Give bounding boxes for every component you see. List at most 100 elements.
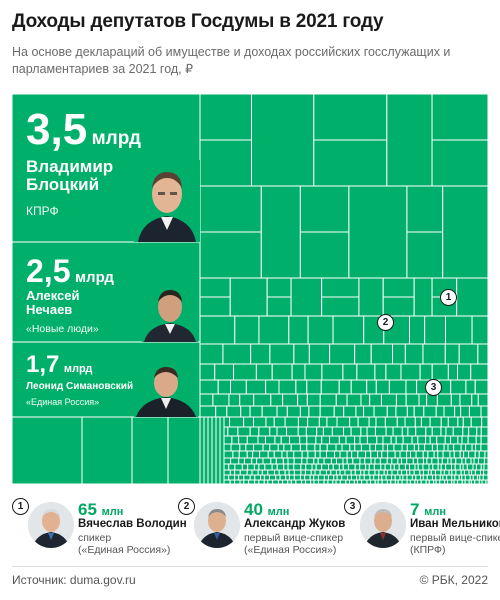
treemap-cell xyxy=(199,93,253,141)
legend-photo-2 xyxy=(194,502,240,548)
income-treemap: 3,5 млрд Владимир Блоцкий КПРФ 2,5 млрд … xyxy=(11,93,489,485)
treemap-cell xyxy=(313,474,319,481)
treemap-cell xyxy=(238,457,245,465)
treemap-cell xyxy=(306,457,315,465)
treemap-cell xyxy=(409,463,416,471)
treemap-cell xyxy=(277,479,284,485)
treemap-cell xyxy=(326,450,336,459)
treemap-cell xyxy=(314,450,321,459)
treemap-cell xyxy=(471,315,489,345)
treemap-cell xyxy=(430,469,436,476)
treemap-cell xyxy=(415,450,424,459)
treemap-cell xyxy=(413,405,425,418)
treemap-cell xyxy=(327,474,335,481)
treemap-cell xyxy=(306,393,321,407)
treemap-cell xyxy=(399,450,408,459)
treemap-cell xyxy=(457,479,463,485)
treemap-cell xyxy=(392,343,406,365)
treemap-cell xyxy=(374,426,387,437)
leader-3-unit: млрд xyxy=(63,363,93,375)
treemap-cell xyxy=(385,426,394,437)
legend-role-2-line2: («Единая Россия») xyxy=(244,544,337,556)
treemap-cell xyxy=(326,416,338,428)
leader-1-name-last: Блоцкий xyxy=(26,174,100,194)
treemap-cell xyxy=(391,474,396,481)
treemap-cell xyxy=(264,463,273,471)
treemap-cell xyxy=(445,426,454,437)
treemap-cell xyxy=(426,457,433,465)
treemap-cell xyxy=(284,416,299,428)
treemap-cell xyxy=(261,405,278,418)
legend-item-1: 1 65 млн Вячеслав Володин спикер («Едина… xyxy=(12,496,187,556)
treemap-cell xyxy=(359,457,366,465)
treemap-cell xyxy=(336,474,343,481)
treemap-cell xyxy=(349,443,356,452)
treemap-cell xyxy=(437,450,444,459)
treemap-cell xyxy=(342,363,358,381)
treemap-cell xyxy=(357,450,367,459)
treemap-cell xyxy=(253,416,267,428)
treemap-cell xyxy=(263,474,270,481)
treemap-cell xyxy=(401,479,408,485)
treemap-cell xyxy=(258,315,290,345)
treemap-cell xyxy=(308,343,331,365)
treemap-cell xyxy=(265,416,275,428)
treemap-cell xyxy=(470,363,489,381)
leader-1-party: КПРФ xyxy=(26,204,59,218)
treemap-cell xyxy=(414,416,422,428)
treemap-cell xyxy=(419,363,433,381)
treemap-cell xyxy=(404,463,411,471)
treemap-cell xyxy=(253,463,260,471)
treemap-cell xyxy=(390,479,396,485)
treemap-cell xyxy=(390,463,395,471)
treemap-cell xyxy=(333,405,345,418)
treemap-cell xyxy=(285,474,290,481)
treemap-cell xyxy=(239,443,247,452)
treemap-cell xyxy=(369,443,377,452)
treemap-cell xyxy=(398,463,406,471)
treemap-cell xyxy=(442,185,489,279)
treemap-cell xyxy=(334,450,341,459)
leader-1: 3,5 млрд Владимир Блоцкий КПРФ xyxy=(12,94,200,242)
treemap-cell xyxy=(293,469,302,476)
treemap-cell xyxy=(231,435,240,445)
treemap-cell xyxy=(428,463,434,471)
treemap-cell xyxy=(252,450,261,459)
treemap-cell xyxy=(386,469,393,476)
treemap-cell xyxy=(309,474,315,481)
treemap-cell xyxy=(364,457,372,465)
treemap-cell xyxy=(476,426,482,437)
treemap-cell xyxy=(282,457,289,465)
treemap-cell xyxy=(320,379,340,395)
legend-marker-2: 2 xyxy=(178,498,195,515)
treemap-cell xyxy=(350,469,356,476)
treemap-cell xyxy=(360,469,365,476)
treemap-cell xyxy=(465,457,472,465)
treemap-cell xyxy=(304,474,311,481)
treemap-cell xyxy=(229,277,268,317)
treemap-cell xyxy=(381,479,388,485)
treemap-cell xyxy=(454,474,460,481)
treemap-cell xyxy=(483,463,489,471)
treemap-cell xyxy=(229,469,236,476)
treemap-cell xyxy=(413,443,420,452)
treemap-cell xyxy=(406,457,414,465)
treemap-cell xyxy=(477,393,489,407)
treemap-cell xyxy=(432,463,439,471)
treemap-cell xyxy=(336,416,351,428)
treemap-cell xyxy=(299,185,350,233)
leader-1-portrait xyxy=(134,160,200,242)
treemap-cell xyxy=(462,416,472,428)
treemap-cell xyxy=(359,474,365,481)
treemap-cell xyxy=(436,443,445,452)
treemap-cell xyxy=(382,435,392,445)
treemap-cell xyxy=(436,435,446,445)
treemap-cell xyxy=(484,450,489,459)
treemap-cell xyxy=(475,443,482,452)
treemap-cell xyxy=(386,457,393,465)
treemap-cell xyxy=(458,343,479,365)
legend-role-3-line2: (КПРФ) xyxy=(410,544,446,556)
treemap-cell xyxy=(290,443,301,452)
treemap-cell xyxy=(395,393,407,407)
treemap-cell xyxy=(199,139,253,187)
